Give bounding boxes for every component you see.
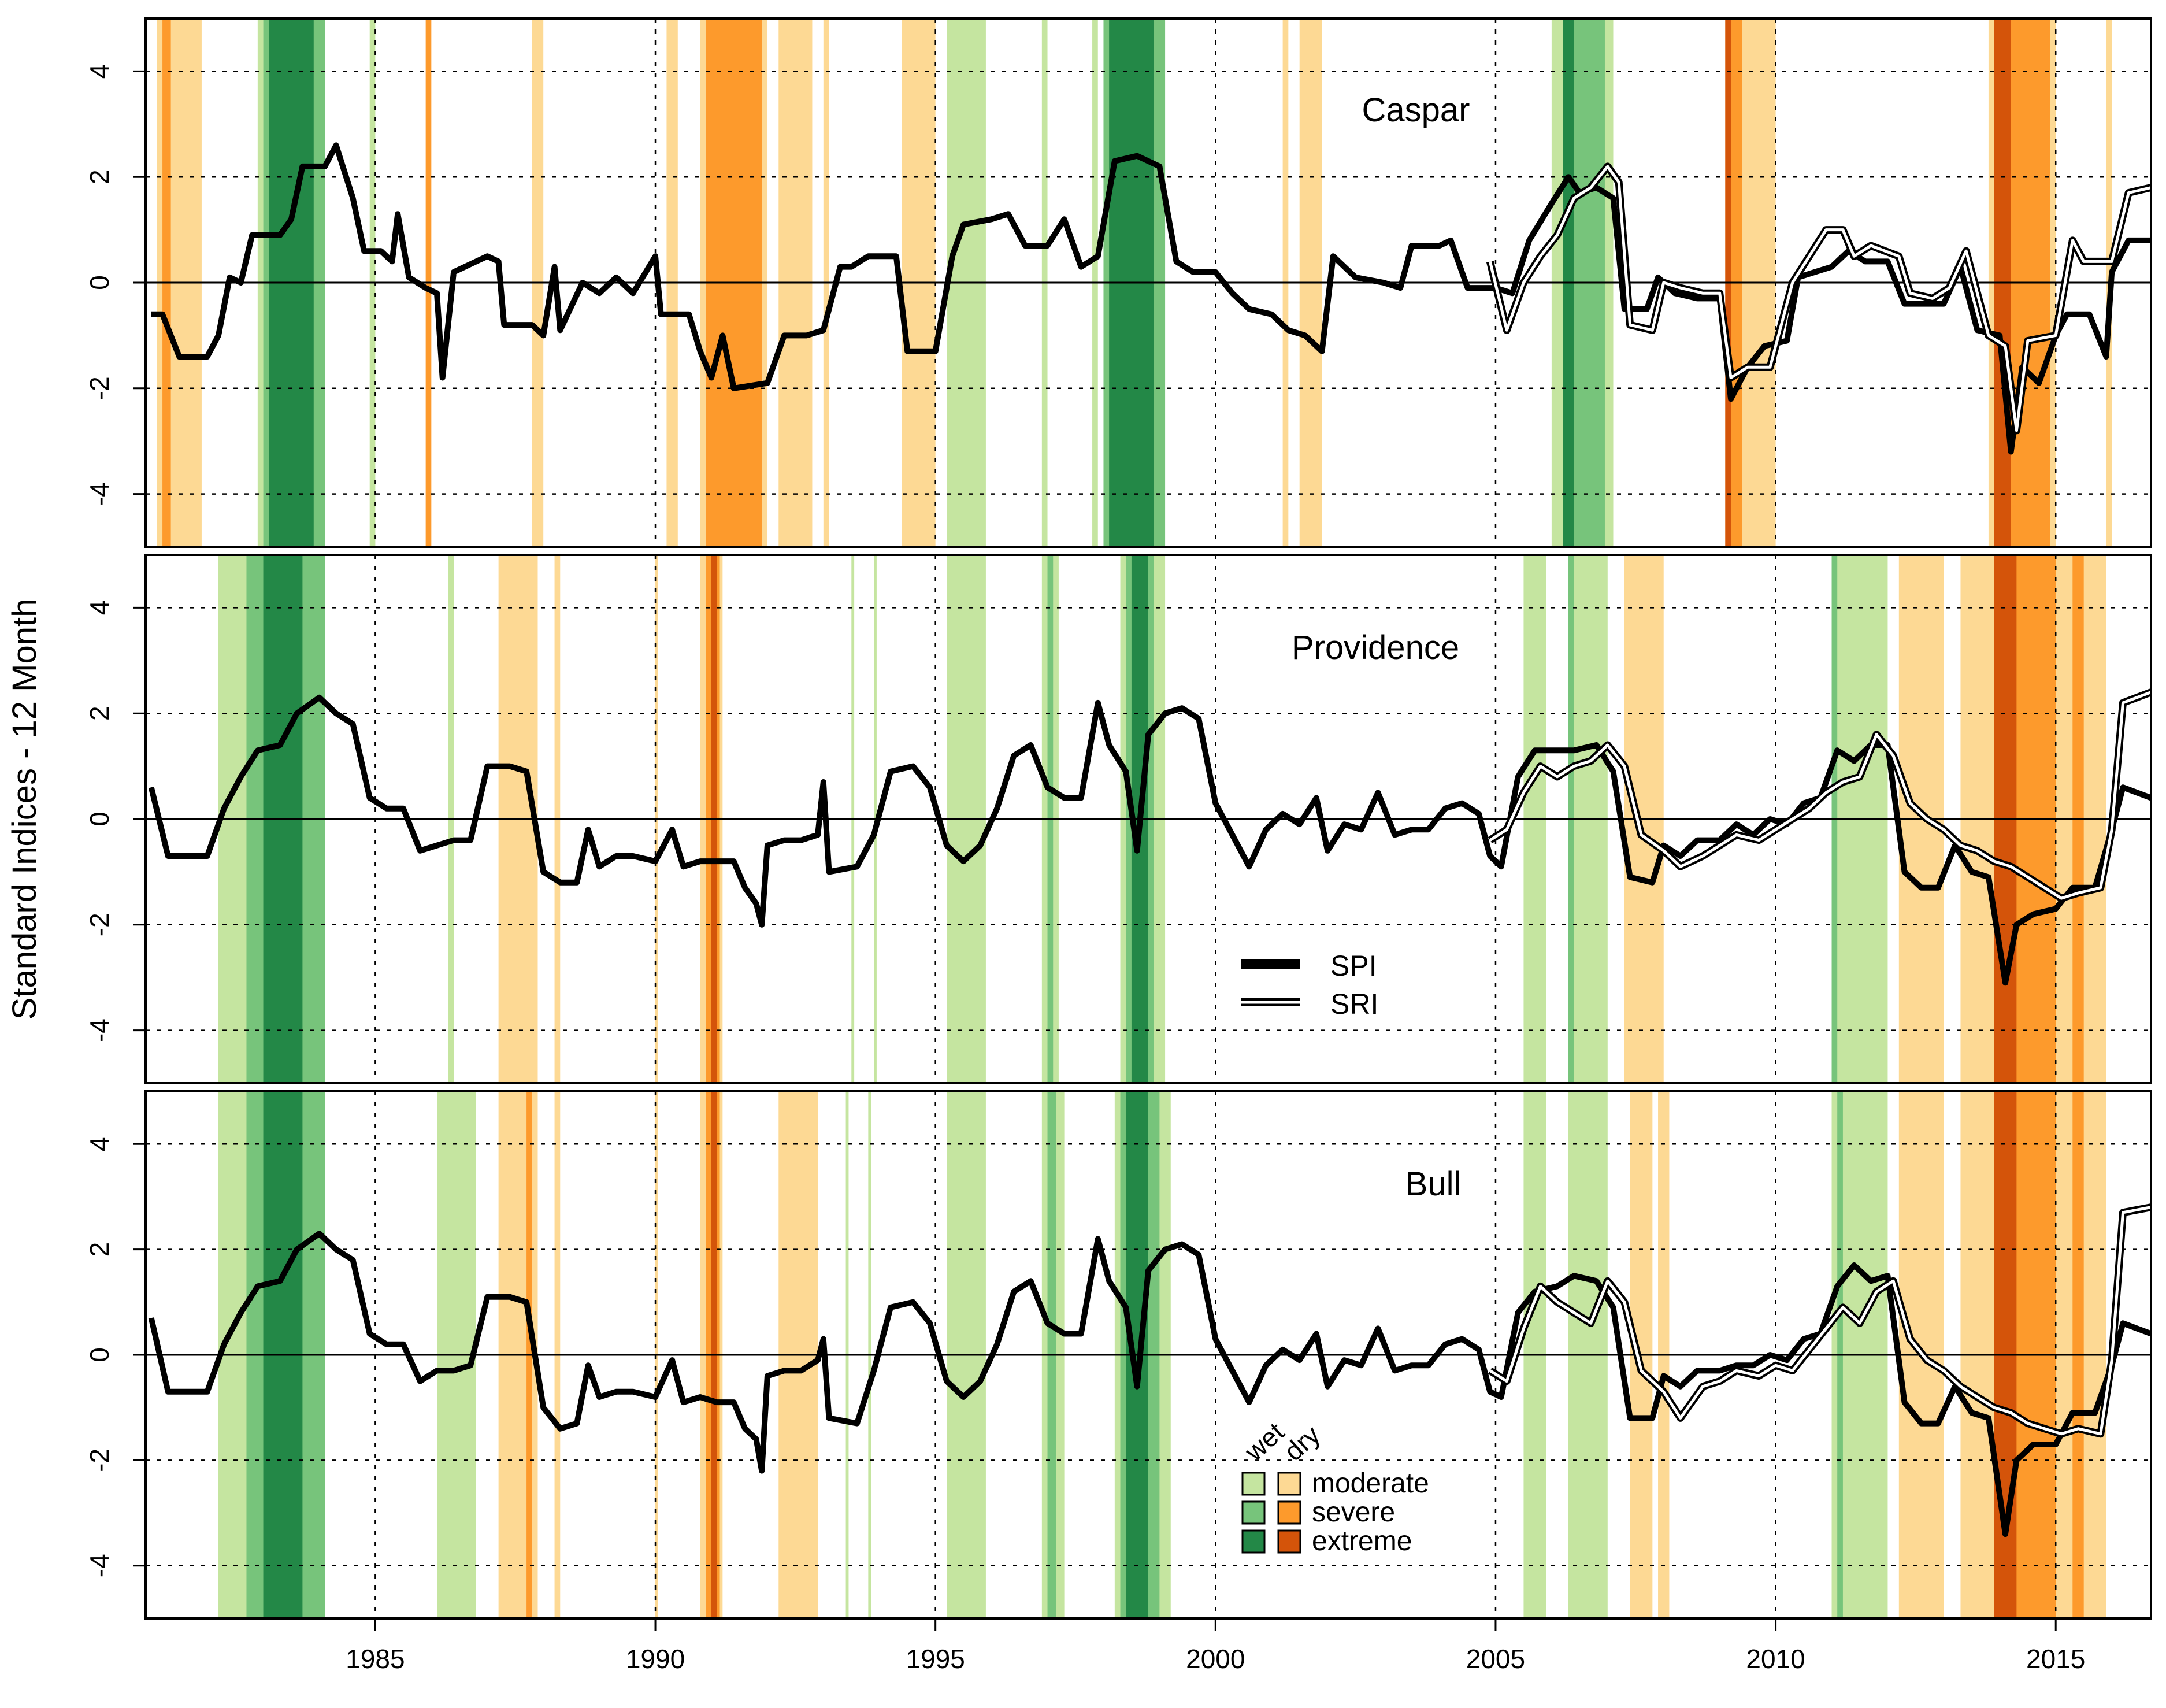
y-tick-label: 0: [84, 275, 114, 290]
x-axis: 1985 1990 1995 2000 2005 2010 2015: [346, 1618, 2085, 1674]
panel-providence: -4 -2 0 2 4 Providence: [84, 554, 2152, 1084]
sri-line: [1489, 1206, 2151, 1436]
station-title: Providence: [1292, 629, 1459, 666]
dry-extreme-swatch: [1277, 1529, 1301, 1554]
y-tick-label: 2: [84, 169, 114, 184]
line-legend: SPI SRI: [1241, 950, 1378, 1020]
sri-legend-label: SRI: [1330, 988, 1378, 1020]
y-tick-label: 4: [84, 64, 114, 79]
x-tick-label: 2015: [2026, 1644, 2085, 1674]
y-tick-label: -4: [84, 1554, 114, 1577]
y-tick-label: -4: [84, 1018, 114, 1042]
panels: -4 -2 0 2 4 Caspar -4 -2 0 2 4 Providence -4 -2 0 2 4 Bul…: [84, 17, 2152, 1620]
dry-moderate-swatch: [1277, 1472, 1301, 1496]
x-tick-label: 1990: [626, 1644, 685, 1674]
x-tick-label: 1995: [906, 1644, 965, 1674]
class-label-severe: severe: [1312, 1497, 1395, 1528]
y-tick-label: -2: [84, 376, 114, 400]
x-tick-label: 2000: [1186, 1644, 1245, 1674]
y-tick-label: -4: [84, 482, 114, 506]
y-tick-label: 0: [84, 812, 114, 827]
spi-legend-label: SPI: [1330, 950, 1377, 982]
y-tick-label: 4: [84, 601, 114, 616]
class-label-moderate: moderate: [1312, 1468, 1429, 1499]
y-tick-label: 0: [84, 1347, 114, 1362]
y-tick-label: -2: [84, 1448, 114, 1472]
sri-line: [1489, 691, 2151, 900]
y-tick-label: 2: [84, 1242, 114, 1257]
spi-line: [148, 1231, 2151, 1537]
wet-moderate-swatch: [1241, 1472, 1266, 1496]
wet-severe-swatch: [1241, 1500, 1266, 1525]
dry-column-label: dry: [1278, 1420, 1326, 1466]
station-title: Bull: [1405, 1165, 1462, 1203]
sri-line: [1488, 165, 2151, 432]
x-tick-label: 2005: [1466, 1644, 1525, 1674]
x-tick-label: 2010: [1746, 1644, 1805, 1674]
panel-bull: -4 -2 0 2 4 Bull: [84, 1090, 2152, 1620]
panel-plot-area: [146, 555, 2151, 1083]
y-tick-label: 2: [84, 706, 114, 721]
x-tick-label: 1985: [346, 1644, 405, 1674]
y-tick-label: 4: [84, 1136, 114, 1151]
station-title: Caspar: [1362, 91, 1470, 129]
spi-line: [148, 694, 2151, 986]
dry-severe-swatch: [1277, 1500, 1301, 1525]
panel-caspar: -4 -2 0 2 4 Caspar: [84, 17, 2152, 548]
y-tick-label: -2: [84, 913, 114, 936]
wet-extreme-swatch: [1241, 1529, 1266, 1554]
class-label-extreme: extreme: [1312, 1526, 1412, 1557]
spi-line: [151, 142, 2151, 455]
panel-plot-area: [146, 1091, 2151, 1618]
y-axis-label: Standard Indices - 12 Month: [6, 599, 43, 1020]
panel-plot-area: [146, 18, 2151, 547]
